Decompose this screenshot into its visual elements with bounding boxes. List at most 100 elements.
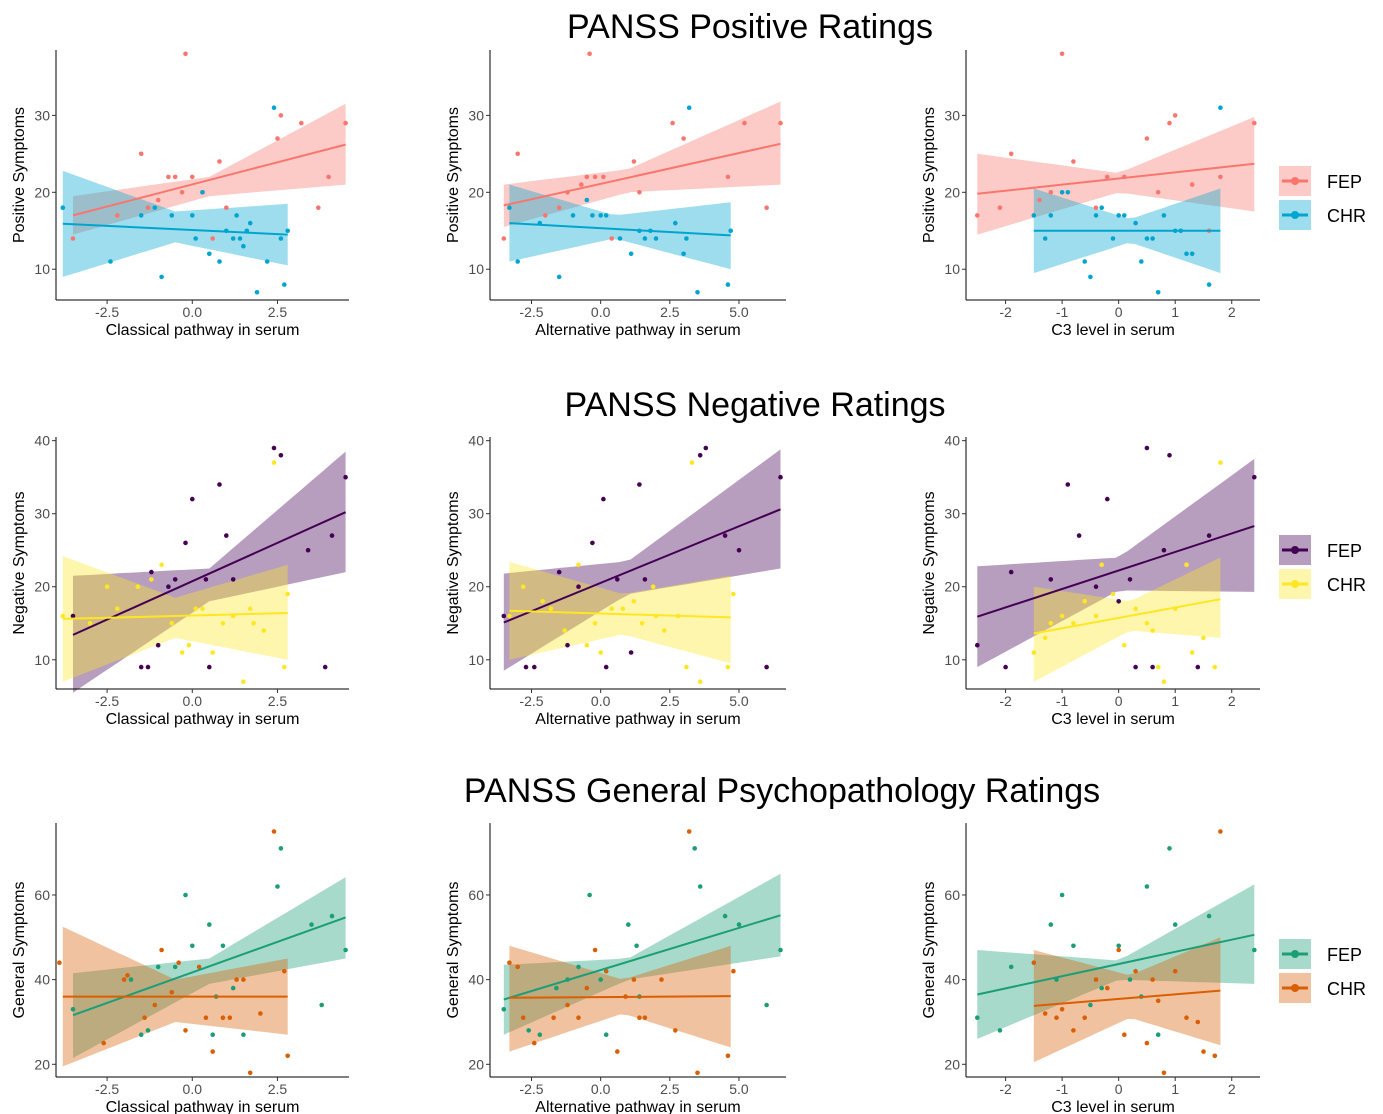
data-point-chr xyxy=(1059,1007,1065,1012)
legend-marker-fep xyxy=(1291,177,1299,185)
data-point-chr xyxy=(176,960,181,965)
data-point-fep xyxy=(642,577,648,582)
data-point-chr xyxy=(565,1002,570,1008)
data-point-chr xyxy=(731,968,736,974)
data-point-fep xyxy=(637,482,642,487)
regression-line-chr xyxy=(509,222,731,237)
data-point-chr xyxy=(1031,213,1037,218)
data-point-fep xyxy=(778,120,783,126)
data-point-chr xyxy=(1150,628,1155,633)
data-point-fep xyxy=(70,613,76,619)
data-point-fep xyxy=(501,236,507,241)
data-point-chr xyxy=(251,621,256,626)
y-tick-label: 40 xyxy=(34,433,50,449)
data-point-chr xyxy=(169,990,175,995)
data-point-chr xyxy=(193,236,198,241)
regression-line-fep xyxy=(503,142,781,207)
x-tick-label: 5.0 xyxy=(729,304,749,320)
data-point-fep xyxy=(322,664,328,670)
data-point-chr xyxy=(697,679,703,684)
data-point-fep xyxy=(138,1032,144,1037)
data-point-chr xyxy=(101,1040,106,1046)
y-tick-label: 10 xyxy=(944,261,960,277)
data-point-fep xyxy=(1008,569,1014,575)
data-point-fep xyxy=(778,947,783,953)
y-tick-label: 10 xyxy=(34,261,50,277)
x-tick-label: -1 xyxy=(1056,304,1069,320)
data-point-chr xyxy=(108,259,113,264)
x-tick-label: 5.0 xyxy=(729,693,749,709)
data-point-fep xyxy=(501,613,507,619)
data-point-fep xyxy=(537,1032,543,1037)
data-point-fep xyxy=(1093,584,1099,589)
confidence-band-fep xyxy=(977,116,1255,235)
data-point-chr xyxy=(152,1002,158,1008)
regression-line-fep xyxy=(72,511,347,636)
data-point-fep xyxy=(1155,190,1161,195)
legend-row-1: FEP CHR xyxy=(1279,535,1366,599)
data-point-chr xyxy=(1042,236,1048,241)
x-axis-label: C3 level in serum xyxy=(1051,322,1175,339)
x-tick-label: 1 xyxy=(1171,1081,1179,1097)
data-point-fep xyxy=(207,664,212,670)
data-point-chr xyxy=(1031,960,1037,965)
data-point-chr xyxy=(234,977,239,982)
y-tick-label: 30 xyxy=(944,506,960,522)
data-point-fep xyxy=(1189,182,1195,187)
data-point-fep xyxy=(1076,533,1082,538)
y-axis-label: Negative Symptoms xyxy=(445,491,462,634)
data-point-fep xyxy=(1167,453,1172,458)
x-tick-label: 2.5 xyxy=(268,693,288,709)
confidence-band-chr xyxy=(1033,937,1221,1063)
legend-marker-chr xyxy=(1291,211,1299,219)
data-point-fep xyxy=(631,159,637,164)
x-tick-label: 2.5 xyxy=(268,1081,288,1097)
data-point-fep xyxy=(343,120,348,126)
panel-1-1: 10 20 30 40 -2.5 0.0 2.5 5.0 Alternative pathway… xyxy=(445,433,786,728)
data-point-chr xyxy=(609,606,614,611)
data-point-fep xyxy=(1144,445,1150,451)
data-point-fep xyxy=(615,577,620,582)
data-point-chr xyxy=(642,1015,648,1020)
data-point-chr xyxy=(247,606,253,611)
data-point-fep xyxy=(145,205,151,210)
data-point-chr xyxy=(121,977,127,982)
data-point-fep xyxy=(190,174,195,180)
data-point-chr xyxy=(695,1070,700,1076)
regression-line-chr xyxy=(1033,598,1221,635)
data-point-fep xyxy=(975,213,980,218)
data-point-fep xyxy=(172,174,178,180)
data-point-chr xyxy=(1110,591,1116,597)
panel-0-0: 10 20 30 -2.5 0.0 2.5 Classical pathway in ser… xyxy=(11,50,349,339)
data-point-fep xyxy=(1105,496,1110,502)
confidence-band-chr xyxy=(62,170,288,277)
data-point-chr xyxy=(1093,213,1099,218)
data-point-fep xyxy=(515,151,520,157)
data-point-chr xyxy=(653,236,659,241)
data-point-chr xyxy=(217,259,222,264)
data-point-chr xyxy=(169,621,175,626)
confidence-band-fep xyxy=(73,103,346,235)
y-axis-label: General Symptoms xyxy=(921,882,938,1019)
data-point-chr xyxy=(515,964,520,970)
confidence-band-chr xyxy=(1033,557,1221,682)
data-point-chr xyxy=(1144,1040,1150,1046)
legend-marker-fep xyxy=(1291,546,1299,554)
x-axis-label: Classical pathway in serum xyxy=(106,1099,300,1114)
data-point-chr xyxy=(1155,290,1161,295)
data-point-fep xyxy=(1252,947,1257,953)
data-point-fep xyxy=(183,51,188,57)
data-point-chr xyxy=(592,947,598,953)
data-point-chr xyxy=(1161,679,1167,684)
data-point-chr xyxy=(186,642,192,648)
data-point-chr xyxy=(241,243,246,249)
data-point-fep xyxy=(1037,197,1042,203)
data-point-chr xyxy=(1042,1011,1048,1016)
data-point-chr xyxy=(1122,642,1127,648)
regression-line-fep xyxy=(977,933,1255,996)
data-point-fep xyxy=(764,205,769,210)
data-point-fep xyxy=(128,977,134,982)
panel-2-1: 20 40 60 -2.5 0.0 2.5 5.0 Alternative pathway i… xyxy=(445,823,786,1114)
x-axis-label: C3 level in serum xyxy=(1051,711,1175,728)
data-point-fep xyxy=(1167,120,1172,126)
